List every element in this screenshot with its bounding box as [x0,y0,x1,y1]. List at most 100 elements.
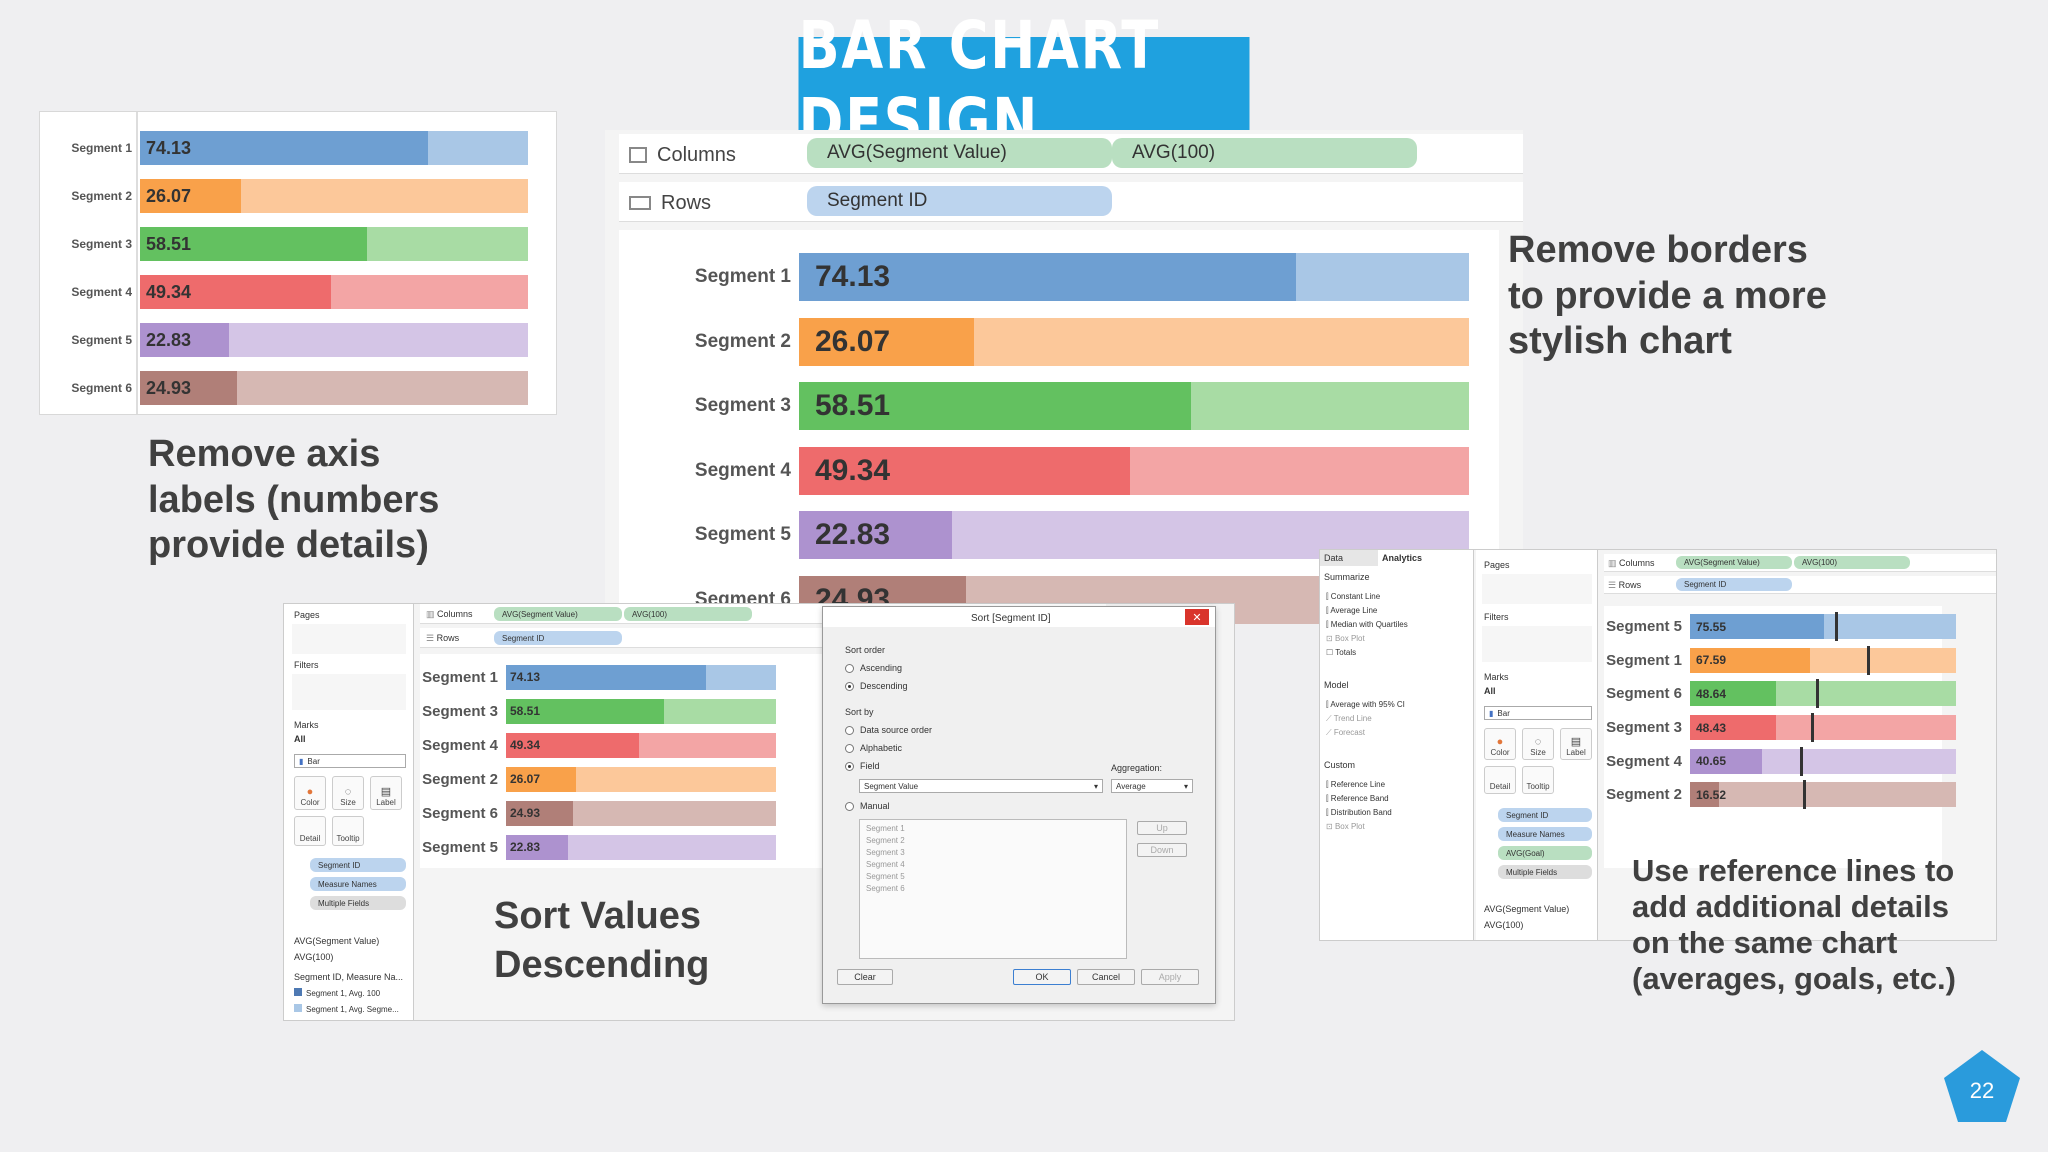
up-button[interactable]: Up [1137,821,1187,835]
reference-line[interactable] [1835,612,1839,642]
pill-avg-segment-value[interactable]: AVG(Segment Value) [807,138,1112,168]
manual-list-item[interactable]: Segment 4 [866,860,905,869]
clear-button[interactable]: Clear [837,969,893,985]
reference-line-icon: ⫿ [1326,606,1331,615]
size-button[interactable]: ◌ Size [332,776,364,810]
apply-button[interactable]: Apply [1141,969,1199,985]
mark-field-segment-id[interactable]: Segment ID [310,858,406,872]
bar[interactable] [1690,614,1824,640]
bar[interactable] [140,131,428,165]
close-icon[interactable]: ✕ [1185,609,1209,625]
measure-avg-100[interactable]: AVG(100) [294,952,334,962]
bar[interactable] [140,275,332,309]
mark-field-multiple-fields[interactable]: Multiple Fields [310,896,406,910]
bar[interactable] [506,800,574,826]
bar[interactable] [140,179,242,213]
bar[interactable] [506,834,568,860]
pill-avg-100[interactable]: AVG(100) [1794,556,1910,569]
ok-button[interactable]: OK [1013,969,1071,985]
manual-list-item[interactable]: Segment 5 [866,872,905,881]
bar[interactable] [799,382,1192,431]
manual-list-item[interactable]: Segment 3 [866,848,905,857]
ascending-option[interactable]: Ascending [845,663,902,674]
bar[interactable] [799,511,952,560]
tab-analytics[interactable]: Analytics [1378,550,1460,566]
label-button[interactable]: ▤ Label [370,776,402,810]
manual-list-item[interactable]: Segment 2 [866,836,905,845]
color-button[interactable]: ● Color [294,776,326,810]
bar[interactable] [1690,647,1810,673]
mark-field-measure-names[interactable]: Measure Names [1498,827,1592,841]
summarize-item[interactable]: ⫿ Median with Quartiles [1326,620,1408,630]
aggregation-select[interactable]: Average ▾ [1111,779,1193,793]
model-item[interactable]: ⟋ Trend Line [1326,714,1372,724]
tooltip-button[interactable]: Tooltip [332,816,364,846]
model-item[interactable]: ⫿ Average with 95% CI [1326,700,1405,710]
summarize-item[interactable]: ☐ Totals [1326,648,1356,657]
marks-all[interactable]: All [294,734,306,744]
bar[interactable] [506,732,640,758]
option-data-source-order[interactable]: Data source order [845,725,932,736]
custom-item[interactable]: ⊡ Box Plot [1326,822,1365,831]
summarize-item[interactable]: ⊡ Box Plot [1326,634,1365,643]
label-button[interactable]: ▤ Label [1560,728,1592,760]
manual-list-item[interactable]: Segment 1 [866,824,905,833]
reference-line[interactable] [1810,713,1814,743]
measure-avg-segment-value[interactable]: AVG(Segment Value) [1484,904,1570,914]
option-field[interactable]: Field [845,761,880,772]
mark-field-segment-id[interactable]: Segment ID [1498,808,1592,822]
pill-segment-id[interactable]: Segment ID [1676,578,1792,591]
field-select[interactable]: Segment Value ▾ [859,779,1103,793]
custom-item[interactable]: ⫿ Reference Band [1326,794,1389,804]
model-item[interactable]: ⟋ Forecast [1326,728,1365,738]
tooltip-button[interactable]: Tooltip [1522,766,1554,794]
mark-field-measure-names[interactable]: Measure Names [310,877,406,891]
pill-avg-segment-value[interactable]: AVG(Segment Value) [1676,556,1792,569]
bar[interactable] [506,664,707,690]
manual-list-item[interactable]: Segment 6 [866,884,905,893]
bar[interactable] [1690,748,1763,774]
pill-avg-100[interactable]: AVG(100) [624,607,752,621]
reference-line[interactable] [1799,746,1803,776]
manual-sort-list[interactable]: Segment 1 Segment 2 Segment 3 Segment 4 … [859,819,1127,959]
detail-button[interactable]: Detail [1484,766,1516,794]
mark-type-select[interactable]: ▮ Bar [1484,706,1592,720]
measure-avg-segment-value[interactable]: AVG(Segment Value) [294,936,380,946]
custom-item[interactable]: ⫿ Reference Line [1326,780,1385,790]
option-manual[interactable]: Manual [845,801,890,812]
marks-all[interactable]: All [1484,686,1496,696]
descending-option[interactable]: Descending [845,681,908,692]
bar[interactable] [140,371,237,405]
bar[interactable] [799,317,974,366]
bar[interactable] [506,766,577,792]
reference-line[interactable] [1867,645,1871,675]
bar[interactable] [1690,681,1777,707]
bar[interactable] [799,253,1296,302]
down-button[interactable]: Down [1137,843,1187,857]
tab-data[interactable]: Data [1320,550,1378,566]
detail-button[interactable]: Detail [294,816,326,846]
reference-line[interactable] [1803,780,1807,810]
custom-item[interactable]: ⫿ Distribution Band [1326,808,1392,818]
pill-segment-id[interactable]: Segment ID [807,186,1112,216]
bar[interactable] [506,698,664,724]
bar[interactable] [140,227,368,261]
bar[interactable] [799,446,1130,495]
bar[interactable] [1690,715,1776,741]
option-alphabetic[interactable]: Alphabetic [845,743,902,754]
mark-field-avg-goal[interactable]: AVG(Goal) [1498,846,1592,860]
size-button[interactable]: ◌ Size [1522,728,1554,760]
bar[interactable] [140,323,229,357]
color-button[interactable]: ● Color [1484,728,1516,760]
pill-segment-id[interactable]: Segment ID [494,631,622,645]
mark-field-multiple-fields[interactable]: Multiple Fields [1498,865,1592,879]
measure-avg-100[interactable]: AVG(100) [1484,920,1524,930]
mark-type-select[interactable]: ▮ Bar [294,754,406,768]
summarize-item[interactable]: ⫿ Average Line [1326,606,1377,616]
summarize-item[interactable]: ⫿ Constant Line [1326,592,1380,602]
bar[interactable] [1690,782,1720,808]
cancel-button[interactable]: Cancel [1077,969,1135,985]
pill-avg-segment-value[interactable]: AVG(Segment Value) [494,607,622,621]
reference-line[interactable] [1815,679,1819,709]
pill-avg-100[interactable]: AVG(100) [1112,138,1417,168]
